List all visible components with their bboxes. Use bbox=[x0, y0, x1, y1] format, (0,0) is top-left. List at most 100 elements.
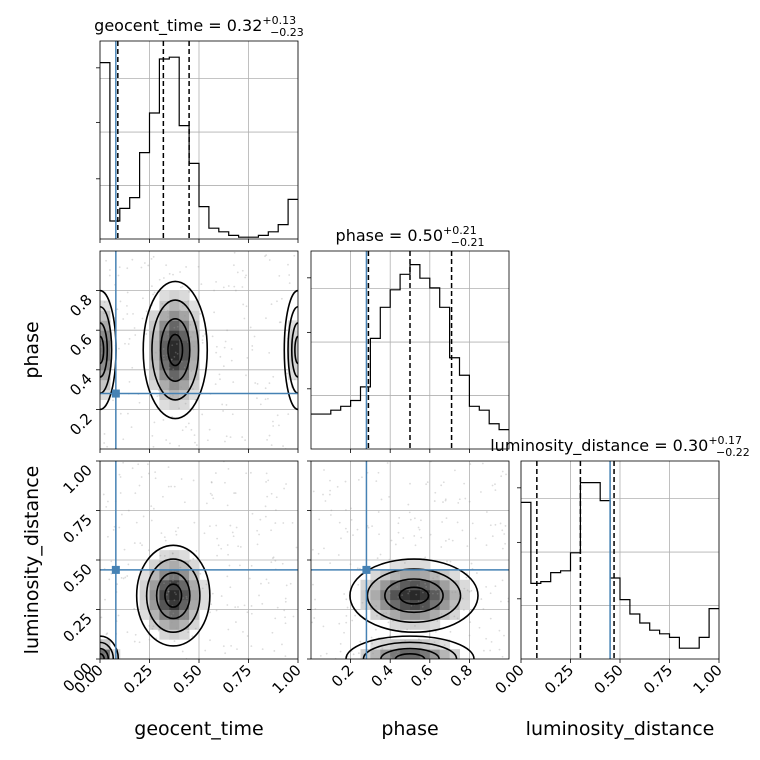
sample-point bbox=[214, 383, 217, 386]
sample-point bbox=[266, 438, 268, 441]
sample-point bbox=[119, 300, 122, 303]
sample-point bbox=[443, 644, 446, 647]
sample-point bbox=[149, 606, 152, 608]
density-cell bbox=[370, 609, 381, 620]
sample-point bbox=[388, 495, 391, 498]
sample-point bbox=[160, 532, 163, 535]
sample-point bbox=[281, 643, 283, 646]
density-cell bbox=[169, 350, 180, 361]
sample-point bbox=[272, 375, 275, 378]
x-tick-label: 0.50 bbox=[169, 661, 205, 697]
sample-point bbox=[404, 639, 407, 642]
sample-point bbox=[476, 572, 478, 574]
sample-point bbox=[122, 461, 125, 464]
density-cell bbox=[410, 589, 421, 601]
sample-point bbox=[243, 317, 246, 320]
sample-point bbox=[266, 495, 269, 498]
density-cell bbox=[390, 569, 401, 581]
sample-point bbox=[224, 481, 226, 484]
density-cell bbox=[370, 569, 381, 581]
sample-point bbox=[168, 366, 171, 369]
density-cell bbox=[159, 629, 170, 640]
sample-point bbox=[246, 356, 249, 359]
sample-point bbox=[245, 472, 248, 475]
density-cell bbox=[159, 599, 170, 610]
sample-point bbox=[250, 612, 253, 615]
density-cell bbox=[439, 579, 451, 591]
sample-point bbox=[152, 293, 155, 296]
density-cell bbox=[449, 609, 460, 620]
sample-point bbox=[284, 622, 287, 625]
density-cell bbox=[199, 599, 210, 610]
sample-point bbox=[167, 485, 170, 488]
y-tick-label: 0.2 bbox=[66, 410, 96, 440]
density-cell bbox=[169, 340, 180, 351]
density-cell bbox=[419, 589, 431, 601]
sample-point bbox=[210, 481, 213, 483]
sample-point bbox=[134, 492, 137, 495]
sample-point bbox=[194, 441, 196, 444]
sample-point bbox=[192, 589, 195, 592]
sample-point bbox=[152, 625, 155, 628]
sample-point bbox=[224, 340, 227, 343]
joint-clip-group bbox=[100, 251, 298, 449]
sample-point bbox=[148, 638, 151, 641]
sample-point bbox=[394, 543, 397, 546]
density-cell bbox=[189, 389, 200, 400]
sample-point bbox=[153, 421, 156, 424]
density-cell bbox=[189, 609, 200, 620]
sample-point bbox=[147, 472, 150, 475]
contour-line bbox=[290, 322, 298, 378]
density-cell bbox=[149, 379, 160, 391]
sample-point bbox=[274, 559, 277, 562]
density-cell bbox=[439, 599, 451, 610]
sample-point bbox=[138, 641, 141, 644]
sample-point bbox=[416, 584, 419, 587]
density-cell bbox=[149, 579, 160, 591]
sample-point bbox=[322, 493, 324, 496]
sample-point bbox=[214, 472, 217, 474]
panel-frame bbox=[310, 250, 510, 450]
density-cell bbox=[459, 579, 470, 591]
density-cell bbox=[189, 330, 200, 341]
sample-point bbox=[345, 509, 347, 511]
sample-point bbox=[485, 637, 488, 640]
density-cell bbox=[370, 589, 381, 601]
sample-point bbox=[119, 492, 122, 494]
sample-point bbox=[312, 583, 314, 586]
sample-point bbox=[250, 605, 253, 607]
sample-point bbox=[436, 620, 439, 622]
sample-point bbox=[150, 608, 153, 611]
density-cell bbox=[100, 330, 111, 341]
sample-point bbox=[274, 509, 277, 512]
sample-point bbox=[185, 595, 188, 598]
x-tick-label: 1.00 bbox=[689, 661, 725, 697]
sample-point bbox=[274, 522, 277, 524]
y-tick-label: 0.8 bbox=[66, 291, 96, 321]
sample-point bbox=[268, 259, 271, 261]
sample-point bbox=[224, 652, 227, 655]
sample-point bbox=[265, 472, 268, 475]
contour-line bbox=[287, 305, 298, 395]
sample-point bbox=[100, 616, 103, 619]
sample-point bbox=[180, 478, 183, 480]
sample-point bbox=[222, 410, 224, 412]
sample-point bbox=[381, 647, 384, 650]
sample-point bbox=[166, 593, 168, 596]
sample-point bbox=[194, 627, 197, 630]
sample-point bbox=[408, 590, 411, 593]
sample-point bbox=[284, 616, 286, 619]
truth-point bbox=[111, 565, 120, 574]
sample-point bbox=[127, 343, 130, 345]
sample-point bbox=[268, 434, 271, 437]
density-cell bbox=[179, 589, 190, 601]
sample-point bbox=[151, 285, 153, 288]
sample-point bbox=[345, 621, 348, 624]
contour-line bbox=[167, 333, 184, 367]
sample-point bbox=[190, 370, 193, 372]
sample-point bbox=[424, 582, 427, 585]
density-cell bbox=[419, 579, 431, 591]
sample-point bbox=[232, 264, 235, 267]
sample-point bbox=[374, 628, 377, 631]
sample-point bbox=[284, 600, 287, 603]
